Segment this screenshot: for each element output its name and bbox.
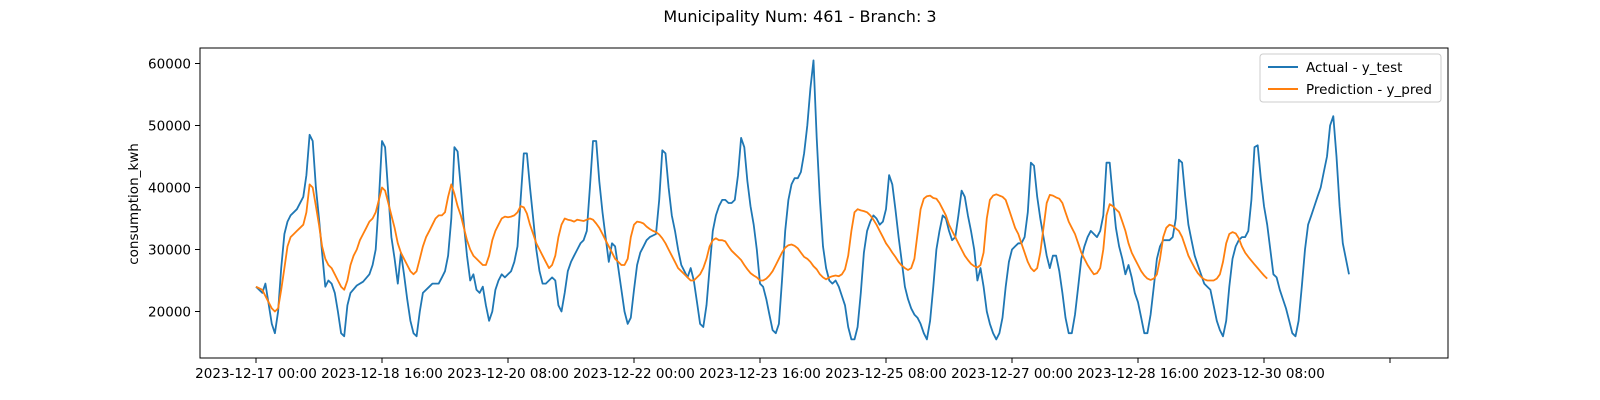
y-tick-label: 40000 bbox=[148, 181, 191, 197]
legend-box bbox=[1259, 53, 1442, 103]
x-tick-label: 2023-12-22 00:00 bbox=[573, 366, 695, 382]
x-tick-label: 2023-12-18 16:00 bbox=[321, 366, 443, 382]
legend: Actual - y_test Prediction - y_pred bbox=[1259, 53, 1442, 103]
y-tick-label: 50000 bbox=[148, 119, 191, 135]
x-tick-label: 2023-12-27 00:00 bbox=[951, 366, 1073, 382]
y-axis: 20000 30000 40000 50000 60000 bbox=[148, 57, 200, 321]
x-tick-label: 2023-12-30 08:00 bbox=[1203, 366, 1325, 382]
legend-label-prediction: Prediction - y_pred bbox=[1306, 82, 1432, 98]
x-tick-label: 2023-12-23 16:00 bbox=[699, 366, 821, 382]
x-tick-label: 2023-12-28 16:00 bbox=[1077, 366, 1199, 382]
series-line-actual bbox=[255, 59, 1350, 341]
x-tick-label: 2023-12-17 00:00 bbox=[195, 366, 317, 382]
series-layer bbox=[255, 59, 1350, 341]
x-tick-label: 2023-12-25 08:00 bbox=[825, 366, 947, 382]
y-tick-label: 30000 bbox=[148, 243, 191, 259]
plot-area-frame bbox=[199, 47, 1449, 359]
chart-title: Municipality Num: 461 - Branch: 3 bbox=[663, 7, 936, 26]
x-tick-label: 2023-12-20 08:00 bbox=[447, 366, 569, 382]
series-line-prediction bbox=[255, 183, 1268, 313]
y-tick-label: 20000 bbox=[148, 305, 191, 321]
y-axis-label: consumption_kwh bbox=[126, 143, 142, 265]
y-tick-label: 60000 bbox=[148, 57, 191, 73]
x-axis: 2023-12-17 00:00 2023-12-18 16:00 2023-12-… bbox=[195, 358, 1391, 382]
legend-label-actual: Actual - y_test bbox=[1306, 60, 1402, 76]
